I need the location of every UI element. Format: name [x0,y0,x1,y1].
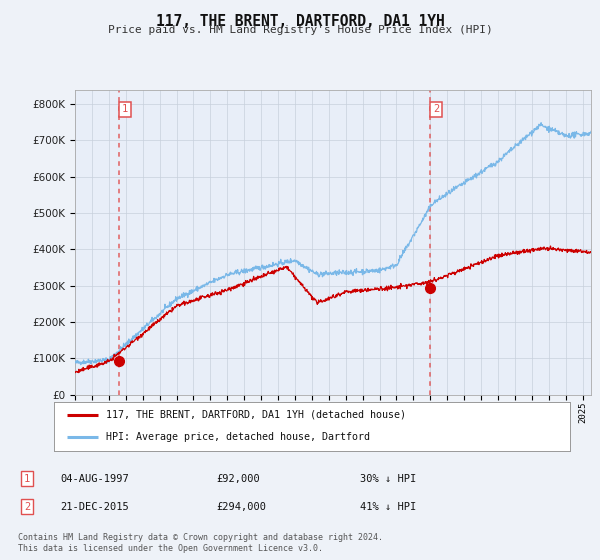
Text: 1: 1 [24,474,30,484]
Text: 117, THE BRENT, DARTFORD, DA1 1YH (detached house): 117, THE BRENT, DARTFORD, DA1 1YH (detac… [106,410,406,420]
Text: 21-DEC-2015: 21-DEC-2015 [60,502,129,512]
Text: HPI: Average price, detached house, Dartford: HPI: Average price, detached house, Dart… [106,432,370,442]
Text: 30% ↓ HPI: 30% ↓ HPI [360,474,416,484]
Text: 2: 2 [433,104,439,114]
Text: 117, THE BRENT, DARTFORD, DA1 1YH: 117, THE BRENT, DARTFORD, DA1 1YH [155,14,445,29]
Text: 41% ↓ HPI: 41% ↓ HPI [360,502,416,512]
Text: 1: 1 [122,104,128,114]
Text: 04-AUG-1997: 04-AUG-1997 [60,474,129,484]
Text: Price paid vs. HM Land Registry's House Price Index (HPI): Price paid vs. HM Land Registry's House … [107,25,493,35]
Text: 2: 2 [24,502,30,512]
Text: £92,000: £92,000 [216,474,260,484]
Text: £294,000: £294,000 [216,502,266,512]
Text: Contains HM Land Registry data © Crown copyright and database right 2024.
This d: Contains HM Land Registry data © Crown c… [18,533,383,553]
